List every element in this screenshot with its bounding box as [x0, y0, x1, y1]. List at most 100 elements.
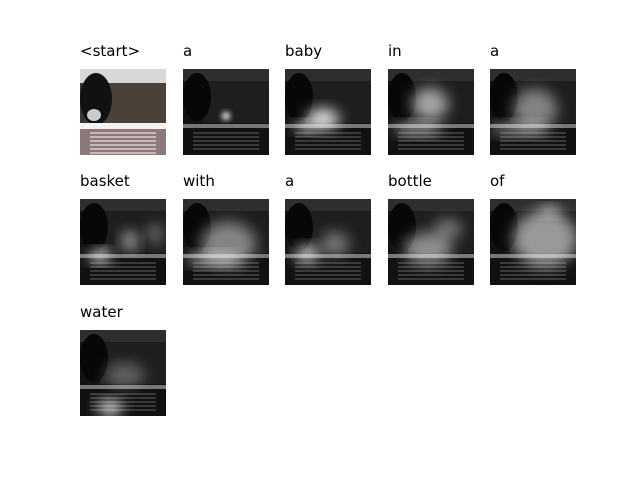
bar: [183, 124, 269, 128]
bottle: [80, 123, 166, 129]
cat: [388, 203, 416, 251]
attention-blob: [513, 211, 576, 267]
stripe: [90, 401, 156, 403]
stripe: [500, 278, 566, 280]
stripe: [90, 266, 156, 268]
attention-image: [80, 199, 166, 285]
attention-blob: [513, 89, 557, 129]
stripe: [295, 266, 361, 268]
stripe: [193, 144, 259, 146]
stripe: [398, 148, 464, 150]
bar: [80, 254, 166, 258]
attention-blob: [540, 206, 560, 216]
stripe: [295, 262, 361, 264]
attention-image: [183, 69, 269, 155]
stripe: [398, 274, 464, 276]
word-title: with: [183, 172, 215, 190]
cat-chest: [87, 109, 101, 121]
cat: [490, 73, 518, 121]
stripe: [295, 132, 361, 134]
attention-image: [285, 69, 371, 155]
stripe: [90, 409, 156, 411]
attention-blob: [434, 219, 462, 239]
stripe: [193, 132, 259, 134]
word-title: water: [80, 303, 124, 321]
attention-blob: [148, 224, 162, 244]
attention-image: [285, 199, 371, 285]
stripe: [295, 136, 361, 138]
cat: [285, 73, 313, 121]
stripe: [398, 278, 464, 280]
attention-image: [80, 330, 166, 416]
attention-blob: [185, 253, 241, 265]
cat: [285, 203, 313, 251]
img-mid: [203, 81, 269, 123]
bar: [80, 385, 166, 389]
bar: [285, 254, 371, 258]
attention-image: [388, 199, 474, 285]
attention-blob: [295, 246, 319, 262]
attention-image: [183, 199, 269, 285]
stripe: [295, 270, 361, 272]
stripe: [500, 266, 566, 268]
stripe: [295, 140, 361, 142]
attention-blob: [321, 232, 349, 256]
stripe: [193, 136, 259, 138]
stripe: [193, 278, 259, 280]
stripe: [398, 136, 464, 138]
cat: [80, 334, 108, 382]
word-title: basket: [80, 172, 130, 190]
stripe: [90, 393, 156, 395]
stripe: [193, 266, 259, 268]
attention-blob: [105, 363, 145, 387]
word-title: baby: [285, 42, 322, 60]
word-title: of: [490, 172, 505, 190]
stripe: [193, 140, 259, 142]
stripe: [90, 397, 156, 399]
stripe: [295, 278, 361, 280]
cat: [388, 73, 416, 121]
keyboard-row: [90, 148, 156, 150]
attention-image: [490, 199, 576, 285]
stripe: [398, 270, 464, 272]
attention-blob: [122, 231, 138, 251]
cat: [80, 203, 108, 251]
keyboard-row: [90, 144, 156, 146]
stripe: [295, 148, 361, 150]
attention-blob: [98, 401, 122, 415]
attention-image: [490, 69, 576, 155]
word-title: a: [183, 42, 192, 60]
cat: [183, 73, 211, 121]
keyboard-row: [90, 152, 156, 154]
stripe: [398, 144, 464, 146]
word-title: a: [285, 172, 294, 190]
stripe: [193, 148, 259, 150]
stripe: [90, 262, 156, 264]
stripe: [295, 144, 361, 146]
stripe: [90, 270, 156, 272]
attention-blob: [490, 123, 550, 135]
attention-blob: [90, 250, 110, 262]
stripe: [398, 266, 464, 268]
attention-blob: [393, 123, 443, 135]
stripe: [500, 270, 566, 272]
attention-blob: [295, 122, 315, 132]
stripe: [500, 140, 566, 142]
stripe: [500, 136, 566, 138]
stripe: [500, 274, 566, 276]
stripe: [500, 148, 566, 150]
stripe: [500, 144, 566, 146]
keyboard-row: [90, 136, 156, 138]
word-title: in: [388, 42, 402, 60]
attention-image: [80, 69, 166, 155]
stripe: [193, 270, 259, 272]
attention-blob: [412, 88, 448, 120]
attention-blob: [307, 109, 339, 129]
word-title: a: [490, 42, 499, 60]
stripe: [193, 274, 259, 276]
attention-image: [388, 69, 474, 155]
keyboard-row: [90, 132, 156, 134]
stripe: [90, 405, 156, 407]
word-title: bottle: [388, 172, 432, 190]
